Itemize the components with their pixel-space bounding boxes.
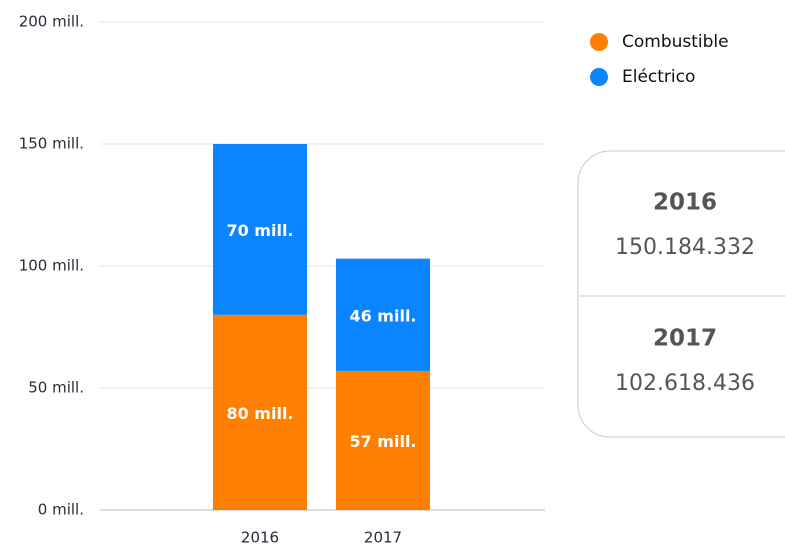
data-label: 57 mill. xyxy=(349,432,416,451)
bar-segment xyxy=(336,258,430,371)
bar-segment xyxy=(213,144,307,315)
y-tick-label: 200 mill. xyxy=(19,13,84,31)
data-label: 70 mill. xyxy=(226,221,293,240)
x-tick-label: 2016 xyxy=(241,529,279,547)
data-label: 80 mill. xyxy=(226,404,293,423)
legend-label: Eléctrico xyxy=(622,67,695,87)
summary-total: 102.618.436 xyxy=(615,371,755,396)
summary-year: 2017 xyxy=(653,326,717,352)
bar-segment xyxy=(213,314,307,510)
summary-total: 150.184.332 xyxy=(615,235,755,260)
bar-segment xyxy=(336,370,430,510)
y-tick-label: 150 mill. xyxy=(19,135,84,153)
legend-label: Combustible xyxy=(622,32,729,52)
x-tick-label: 2017 xyxy=(364,529,402,547)
y-tick-label: 0 mill. xyxy=(38,501,84,519)
y-tick-label: 50 mill. xyxy=(28,379,84,397)
summary-panel xyxy=(577,150,785,438)
legend-marker xyxy=(590,68,608,86)
legend-marker xyxy=(590,33,608,51)
data-label: 46 mill. xyxy=(349,306,416,325)
summary-year: 2016 xyxy=(653,190,717,216)
y-tick-label: 100 mill. xyxy=(19,257,84,275)
